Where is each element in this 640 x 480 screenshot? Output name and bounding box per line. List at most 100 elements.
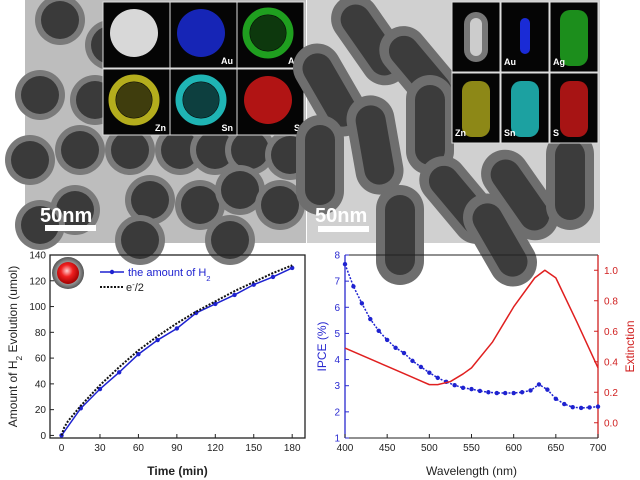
text-part: the amount of H [128, 267, 206, 279]
data-point [469, 386, 474, 392]
y-axis-label: Amount of H2 Evolution (umol) [6, 266, 24, 427]
data-point [376, 328, 381, 334]
y-right-axis-label: Extinction [623, 320, 637, 372]
text-part: e [126, 282, 132, 294]
data-point [553, 396, 559, 401]
series-line [60, 267, 293, 436]
y-right-tick-label: 0.6 [604, 327, 618, 338]
eds-rod [511, 81, 539, 137]
data-point [503, 390, 508, 396]
data-point [359, 301, 365, 306]
eds-label-sn: Sn [221, 123, 233, 133]
eds-particle [244, 76, 292, 124]
data-point [289, 265, 295, 271]
eds-core [183, 82, 219, 118]
data-point [174, 326, 180, 331]
nanoparticle-core [111, 131, 149, 169]
nanoparticle-core [181, 186, 219, 224]
y-tick-label: 8 [334, 251, 340, 262]
y-right-tick-label: 0.2 [604, 388, 618, 399]
x-tick-label: 650 [547, 443, 564, 454]
eds-label-zn: Zn [155, 123, 166, 133]
data-point [78, 406, 83, 411]
scale-bar-label: 50nm [40, 205, 92, 227]
data-point [251, 282, 256, 287]
data-point [213, 301, 218, 307]
y-tick-label: 100 [29, 302, 46, 313]
eds-label-zn: Zn [455, 128, 466, 138]
data-point [511, 390, 516, 396]
nanoparticle-core [161, 131, 199, 169]
y-tick-label: 120 [29, 276, 46, 287]
data-point [401, 350, 407, 356]
ipce-extinction-chart: 400 450 500 550 600 650 700 1 2 3 4 5 6 7 8 0.0 0.2 0.4 0.… [315, 251, 637, 479]
nanoparticle-core [196, 131, 234, 169]
y-axis-label: IPCE (%) [315, 321, 329, 371]
y-tick-label: 40 [35, 379, 47, 390]
eds-label-au: Au [504, 57, 516, 67]
data-point [570, 404, 575, 410]
nanoparticle-core [41, 1, 79, 39]
eds-shell [108, 74, 160, 126]
nanorod-core [555, 140, 585, 220]
eds-label-au: Au [221, 56, 233, 66]
nanorod-core [415, 85, 445, 165]
data-point [562, 401, 567, 407]
eds-label-s: S [294, 123, 300, 133]
y-right-tick-label: 0.4 [604, 357, 618, 368]
x-tick-label: 90 [171, 443, 183, 454]
nanoparticle-core [121, 221, 159, 259]
series-line [60, 264, 293, 436]
data-point [270, 274, 276, 280]
x-tick-label: 180 [284, 443, 301, 454]
x-tick-label: 550 [463, 443, 480, 454]
eds-shell [242, 7, 294, 59]
y-tick-label: 60 [35, 354, 47, 365]
data-point [486, 390, 491, 395]
nanorod-core [490, 159, 550, 231]
nanoparticle-core [231, 131, 269, 169]
data-point [452, 382, 457, 388]
nanorod-core [355, 105, 395, 185]
text-part: Amount of H [6, 361, 20, 428]
x-tick-label: 30 [94, 443, 106, 454]
y-tick-label: 5 [334, 329, 340, 340]
x-tick-label: 150 [245, 443, 262, 454]
nanorod [376, 185, 424, 285]
x-tick-label: 600 [505, 443, 522, 454]
scale-bar [318, 226, 369, 232]
nanorod-core [302, 53, 358, 127]
y-tick-label: 140 [29, 251, 46, 262]
nanoparticle-core [131, 181, 169, 219]
eds-rod [560, 81, 588, 137]
nanoparticle-core [61, 131, 99, 169]
legend-marker-h2 [109, 269, 115, 275]
nanoparticle-core [221, 171, 259, 209]
data-point [494, 390, 499, 396]
text-part: 2 [206, 274, 210, 283]
nanorod [463, 193, 537, 287]
nanoparticle-core [261, 186, 299, 224]
data-point [351, 284, 356, 289]
scale-bar-label: 50nm [315, 205, 367, 227]
y-tick-label: 0 [40, 431, 46, 442]
eds-core [520, 18, 530, 54]
x-axis-label: Wavelength (nm) [426, 464, 517, 478]
eds-label-ag: Ag [553, 57, 565, 67]
y-tick-label: 6 [334, 303, 340, 314]
eds-shell [175, 74, 227, 126]
data-point [384, 337, 390, 343]
eds-rod [462, 81, 490, 137]
data-point [136, 352, 141, 357]
nanorod-core [305, 125, 335, 205]
data-point [519, 390, 525, 395]
nanorod-core [385, 195, 415, 275]
y-tick-label: 80 [35, 328, 47, 339]
x-tick-label: 120 [207, 443, 224, 454]
eds-map-tile [500, 1, 550, 73]
x-axis-label: Time (min) [147, 464, 207, 478]
h2-evolution-chart: 0 30 60 90 120 150 180 0 20 40 60 80 100 120 140 Time (… [6, 251, 306, 478]
text-part: 2 [14, 356, 24, 361]
